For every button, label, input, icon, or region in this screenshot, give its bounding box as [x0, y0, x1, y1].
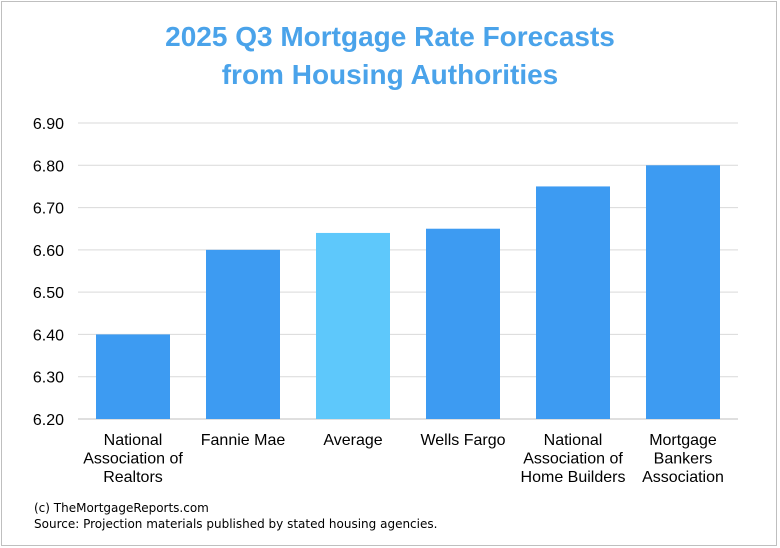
x-category-label: Bankers	[654, 451, 713, 468]
x-category-label: Association of	[523, 451, 623, 468]
x-category-label: Association	[642, 469, 724, 486]
x-category-label: Average	[323, 432, 382, 449]
chart-title-line1: 2025 Q3 Mortgage Rate Forecasts	[165, 21, 615, 52]
y-tick-label: 6.90	[33, 116, 64, 133]
y-tick-label: 6.50	[33, 285, 64, 302]
x-category-label: Fannie Mae	[201, 432, 286, 449]
bar	[536, 186, 610, 419]
bar	[316, 232, 390, 419]
y-tick-label: 6.80	[33, 158, 64, 175]
y-tick-label: 6.60	[33, 243, 64, 260]
bar	[426, 228, 500, 419]
x-category-label: Realtors	[103, 469, 163, 486]
footer-copyright: (c) TheMortgageReports.com	[34, 501, 209, 515]
y-tick-label: 6.20	[33, 412, 64, 429]
y-tick-label: 6.40	[33, 327, 64, 344]
y-tick-label: 6.30	[33, 370, 64, 387]
footer-source: Source: Projection materials published b…	[34, 517, 438, 531]
bar	[646, 165, 720, 419]
bar	[206, 249, 280, 419]
x-category-label: Wells Fargo	[420, 432, 505, 449]
x-category-label: National	[104, 432, 163, 449]
x-category-label: National	[544, 432, 603, 449]
x-category-label: Mortgage	[649, 432, 717, 449]
bar	[96, 334, 170, 419]
x-category-label: Home Builders	[521, 469, 626, 486]
chart-title-line2: from Housing Authorities	[221, 59, 559, 90]
x-category-label: Association of	[83, 451, 183, 468]
y-tick-label: 6.70	[33, 201, 64, 218]
